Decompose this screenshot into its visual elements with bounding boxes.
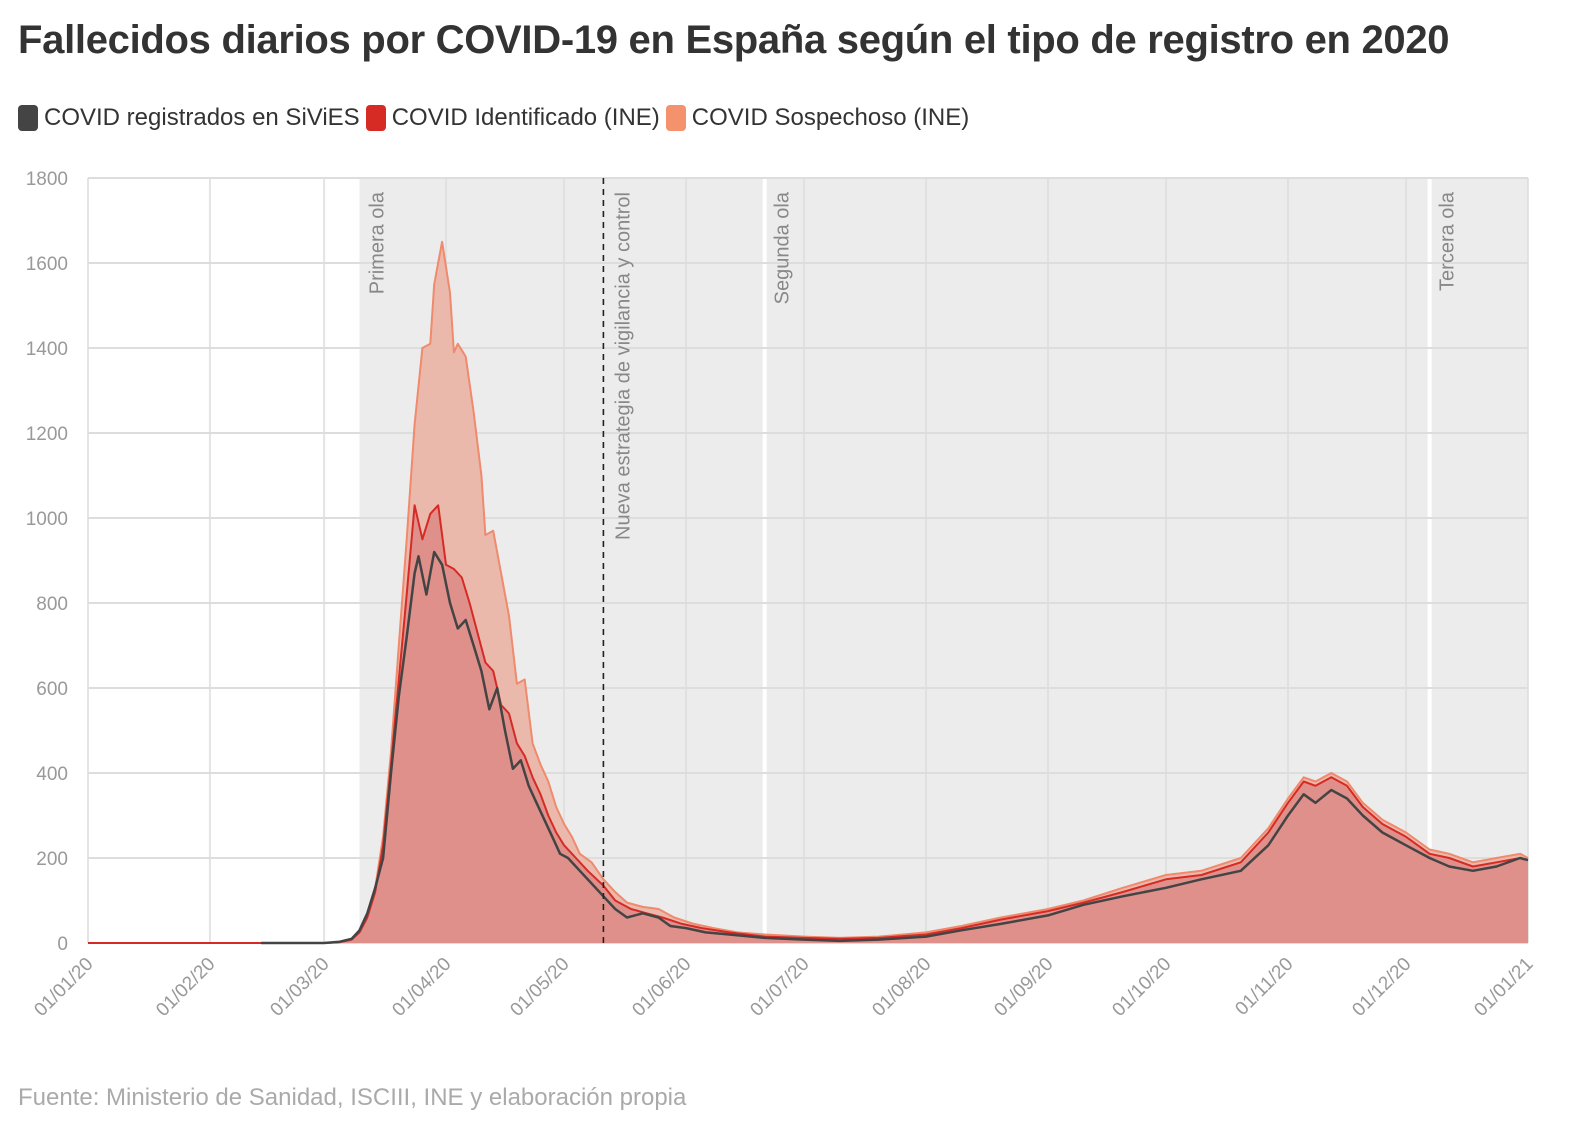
y-tick-label: 0 [57, 934, 68, 955]
x-tick-label: 01/11/20 [1231, 954, 1297, 1020]
legend-swatch-identificado [365, 105, 386, 131]
legend-label-sospechoso: COVID Sospechoso (INE) [691, 104, 970, 131]
x-tick-label: 01/07/20 [746, 954, 813, 1021]
x-tick-label: 01/02/20 [152, 954, 219, 1021]
legend-label-identificado: COVID Identificado (INE) [391, 104, 660, 131]
y-tick-label: 1600 [26, 254, 68, 275]
y-tick-label: 800 [36, 594, 68, 615]
legend-label-sivies: COVID registrados en SiViES [44, 104, 360, 131]
x-tick-label: 01/01/20 [30, 954, 97, 1021]
x-tick-label: 01/05/20 [506, 954, 573, 1021]
legend-item-sivies[interactable]: COVID registrados en SiViES [18, 104, 360, 132]
y-tick-label: 1200 [26, 424, 68, 445]
area-identificado [88, 505, 1528, 943]
y-tick-label: 1000 [26, 509, 68, 530]
legend-item-sospechoso[interactable]: COVID Sospechoso (INE) [665, 104, 970, 132]
line-sospechoso [88, 240, 1529, 944]
x-tick-label: 01/12/20 [1348, 954, 1415, 1021]
x-tick-label: 01/06/20 [628, 954, 695, 1021]
x-tick-label: 01/10/20 [1108, 954, 1175, 1021]
legend-swatch-sivies [18, 105, 38, 131]
line-sivies [261, 550, 1529, 945]
legend-swatch-sospechoso [665, 105, 686, 131]
period-label-3: Tercera ola [1437, 191, 1459, 291]
chart-title: Fallecidos diarios por COVID-19 en Españ… [18, 18, 1450, 62]
chart-legend: COVID registrados en SiViES COVID Identi… [18, 104, 975, 132]
period-label-2: Segunda ola [772, 191, 794, 304]
y-tick-label: 1400 [26, 339, 68, 360]
y-tick-label: 1800 [26, 169, 68, 190]
y-tick-label: 200 [36, 849, 68, 870]
line-identificado [88, 504, 1529, 944]
source-note: Fuente: Ministerio de Sanidad, ISCIII, I… [18, 1084, 687, 1111]
chart-plot: 0 200 400 600 800 1000 1200 1400 1600 1800 Nueva e… [26, 169, 1538, 1021]
y-tick-label: 400 [36, 764, 68, 785]
y-tick-label: 600 [36, 679, 68, 700]
marker-label-estrategia: Nueva estrategia de vigilancia y control [612, 192, 634, 540]
x-tick-label: 01/01/21 [1470, 954, 1537, 1021]
period-label-1: Primera ola [366, 191, 388, 294]
shaded-period-3 [1429, 178, 1528, 943]
x-tick-label: 01/04/20 [388, 954, 455, 1021]
x-tick-label: 01/08/20 [868, 954, 935, 1021]
x-tick-label: 01/03/20 [266, 954, 333, 1021]
x-tick-label: 01/09/20 [990, 954, 1057, 1021]
legend-item-identificado[interactable]: COVID Identificado (INE) [365, 104, 660, 132]
